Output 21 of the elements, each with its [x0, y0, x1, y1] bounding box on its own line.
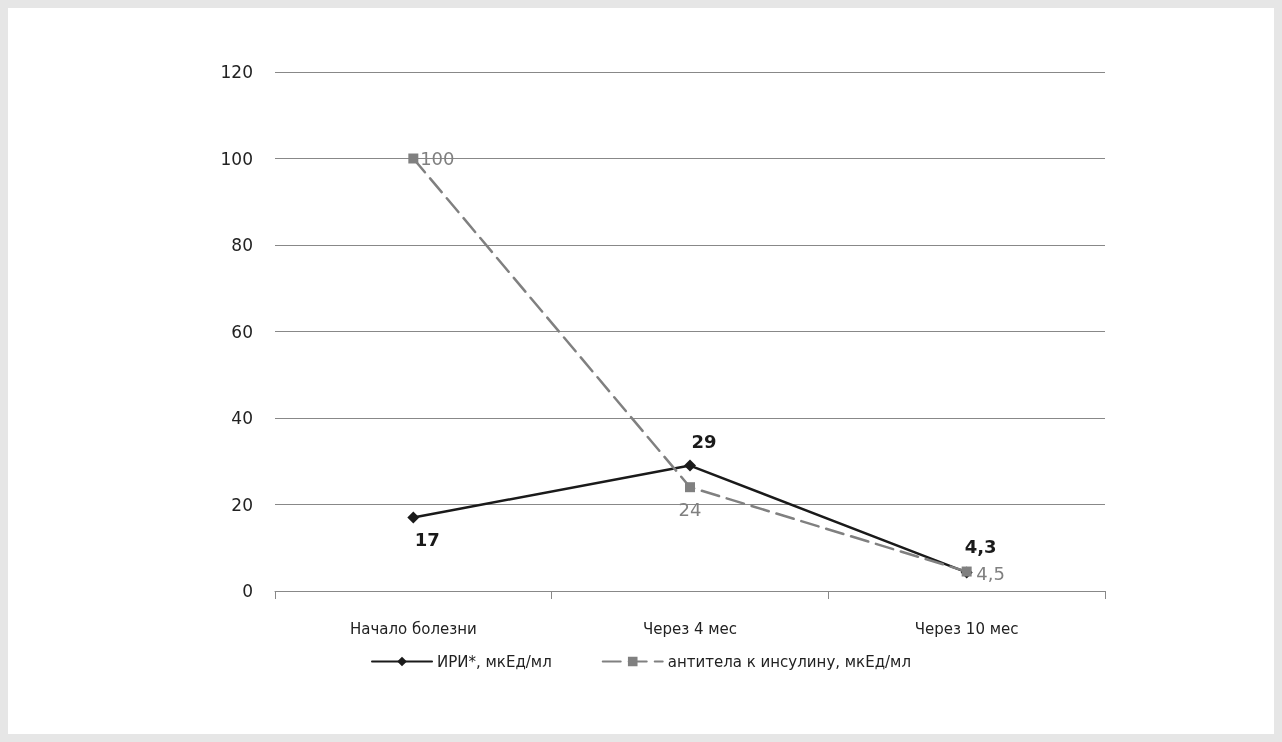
- point: [408, 153, 419, 164]
- y-tick-label: 20: [231, 494, 253, 515]
- y-tick-label: 0: [242, 581, 253, 601]
- y-tick-label: 100: [220, 148, 253, 169]
- point: [407, 511, 420, 524]
- point: [685, 482, 695, 493]
- data-label: 4,3: [964, 535, 997, 557]
- legend-label: антитела к инсулину, мкЕд/мл: [667, 652, 911, 671]
- legend-label: ИРИ*, мкЕд/мл: [437, 652, 552, 671]
- x-tick-label: Через 4 мес: [642, 619, 738, 638]
- data-label: 24: [678, 498, 702, 520]
- data-label: 17: [414, 528, 440, 550]
- data-label: 4,5: [976, 563, 1005, 585]
- y-tick-label: 60: [231, 321, 253, 342]
- y-tick-label: 80: [231, 235, 253, 255]
- x-tick-label: Начало болезни: [349, 619, 477, 638]
- y-tick-label: 40: [231, 408, 253, 428]
- y-tick-label: 120: [220, 62, 253, 82]
- x-tick-label: Через 10 мес: [914, 619, 1019, 638]
- point: [684, 459, 696, 472]
- data-label: 29: [691, 431, 717, 453]
